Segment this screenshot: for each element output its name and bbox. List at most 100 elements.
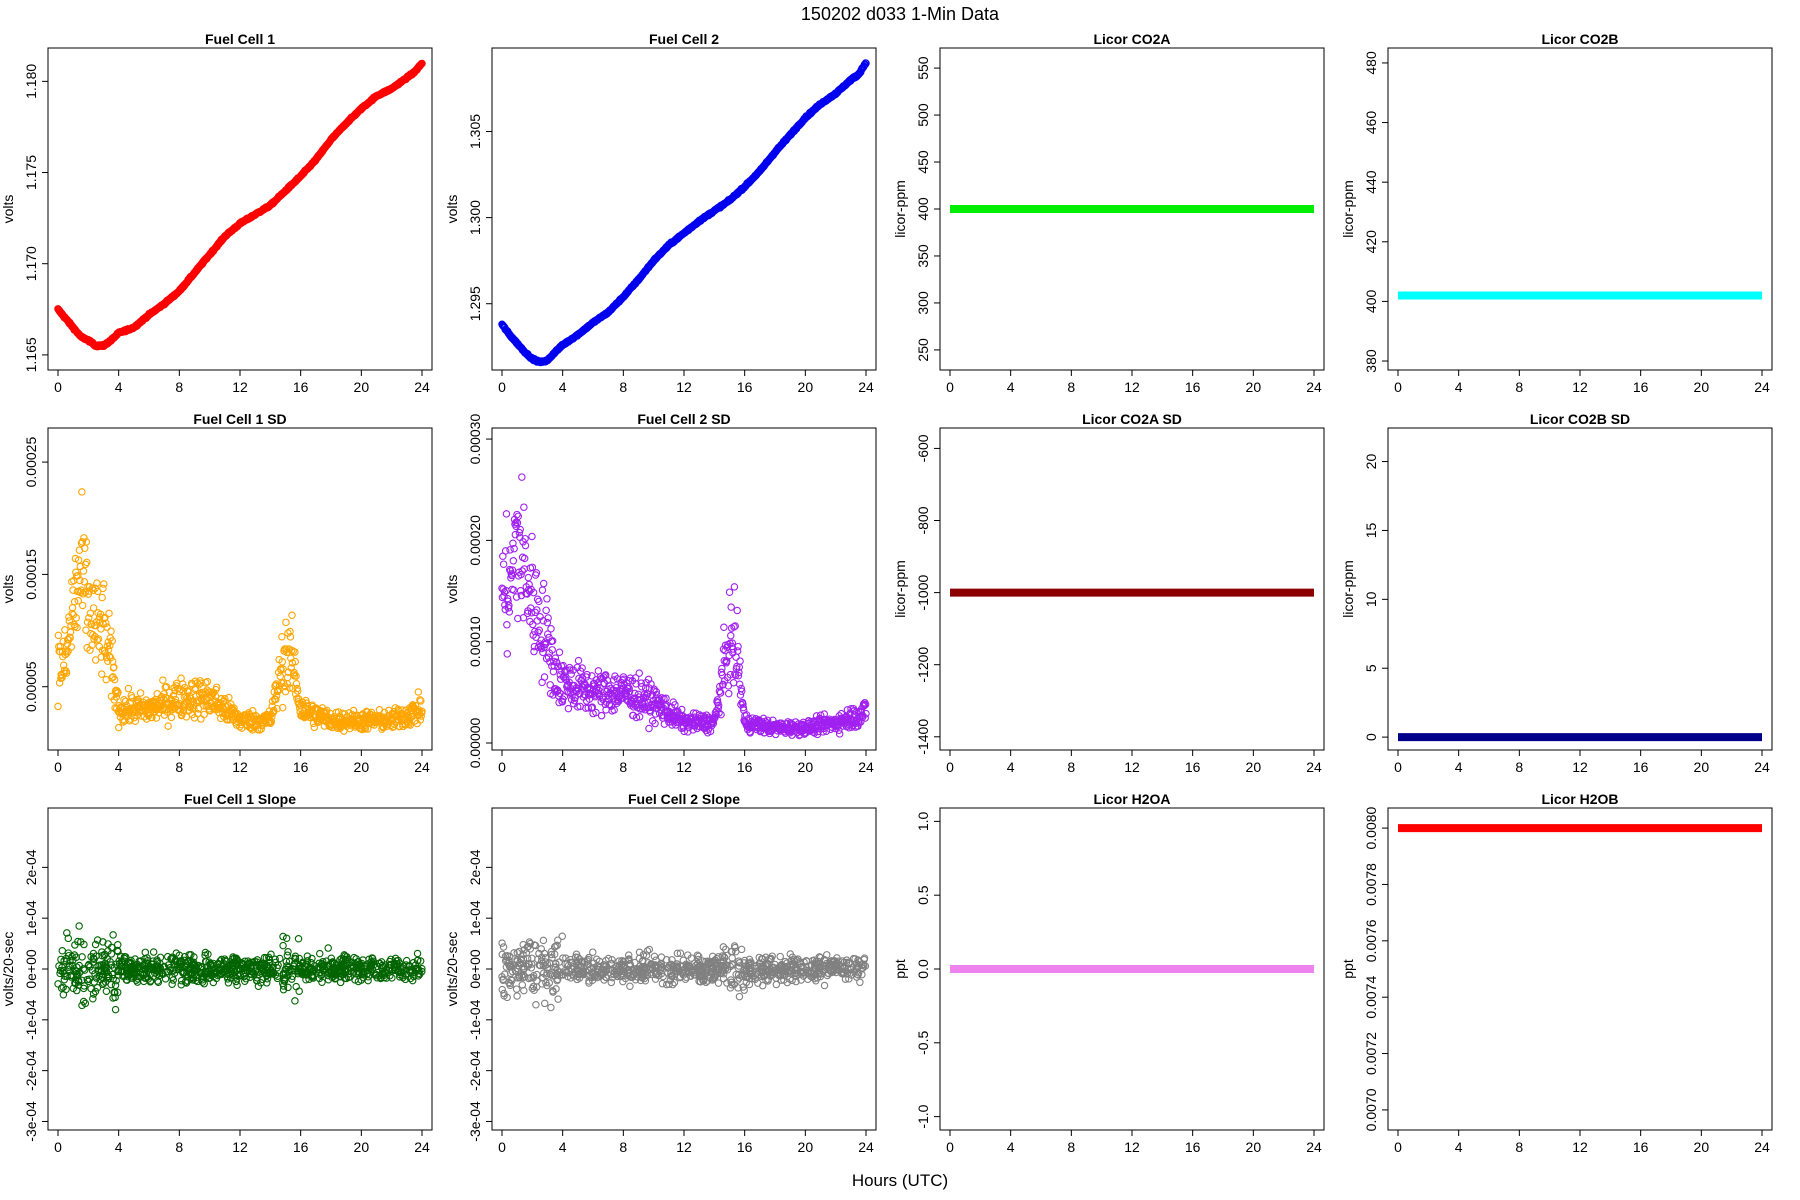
data-point [541,640,549,649]
data-point [645,724,653,733]
data-point [80,578,89,586]
data-point [503,594,512,603]
data-point [416,716,425,724]
data-point [176,957,185,966]
data-point [254,982,263,991]
data-point [727,603,735,611]
plot-frame [1387,427,1773,751]
data-point [529,620,537,629]
data-point [84,590,93,598]
data-point [605,700,614,709]
data-point [159,970,167,978]
data-point [324,944,332,952]
data-point [67,971,76,980]
data-point [181,962,189,971]
data-point [236,722,244,731]
data-point [364,972,373,981]
data-point [735,680,744,689]
data-point [408,976,417,985]
data-point [295,987,303,995]
data-point [510,544,518,553]
data-point [680,727,688,736]
data-point [283,673,292,682]
plot-frame [47,807,433,1131]
data-point [538,586,547,594]
data-point [564,704,573,713]
x-tick-label: 16 [737,379,753,395]
data-point [102,987,111,996]
data-point [130,707,139,716]
y-tick-label: -1200 [915,647,931,683]
y-tick-label: 400 [1363,290,1379,314]
x-tick-label: 0 [946,379,954,395]
y-tick-label: 1.180 [23,64,39,99]
data-point [550,662,558,670]
data-point [60,966,68,975]
data-point [86,609,95,617]
data-point [734,642,742,651]
data-point [148,713,156,722]
data-point [411,968,419,977]
data-point [233,981,241,989]
data-point [529,588,538,597]
data-point [201,687,210,696]
data-point [99,938,107,946]
y-tick-label: 460 [1363,111,1379,135]
data-point [125,969,134,977]
data-point [543,618,552,627]
data-point [637,679,646,687]
x-tick-label: 16 [293,379,309,395]
data-point [198,976,206,984]
data-point [103,623,111,631]
data-point [370,960,379,969]
x-tick-label: 20 [1694,759,1710,775]
data-point [310,723,319,732]
data-point [255,726,264,734]
data-point [110,675,119,684]
data-point [290,962,298,971]
data-point [583,670,591,679]
x-tick-label: 20 [354,1139,370,1155]
data-point [692,709,700,718]
y-tick-label: -1e-04 [467,999,483,1040]
data-point [334,966,342,975]
x-tick-label: 24 [858,379,874,395]
data-point [338,967,346,975]
x-tick-label: 20 [798,1139,814,1155]
y-tick-label: 400 [915,197,931,221]
data-point [218,963,226,971]
data-point [172,949,181,957]
data-point [719,645,728,654]
x-tick-label: 8 [175,759,183,775]
data-point [635,713,644,721]
y-tick-label: 10 [1363,591,1379,607]
data-point [361,725,370,733]
data-point [68,609,76,618]
data-point [117,962,125,971]
y-tick-label: 0e+00 [23,949,39,989]
data-series [54,488,426,735]
x-tick-label: 24 [858,1139,874,1155]
data-point [279,679,288,687]
data-point [534,628,542,637]
y-tick-label: 2e-04 [467,849,483,885]
data-point [80,534,88,542]
data-point [271,971,280,979]
data-point [291,657,300,666]
x-tick-label: 24 [1754,759,1770,775]
data-point [120,696,128,704]
data-point [67,643,76,651]
y-tick-label: 0.00010 [467,616,483,667]
data-series [498,932,870,1012]
data-point [279,941,287,950]
data-point [610,706,618,714]
data-point [202,678,210,687]
chart-title: Licor CO2A [1093,31,1170,47]
x-tick-label: 0 [54,1139,62,1155]
data-series [498,59,870,367]
data-point [651,710,660,718]
data-point [727,631,735,640]
data-point [548,637,557,645]
data-point [275,954,284,963]
data-point [89,995,97,1003]
